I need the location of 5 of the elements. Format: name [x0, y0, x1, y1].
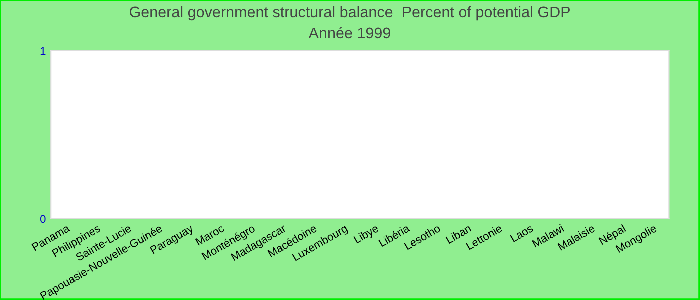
x-tick-label: Laos	[510, 224, 534, 243]
y-tick-label: 1	[40, 47, 46, 56]
chart-subtitle: Année 1999	[308, 27, 390, 39]
y-tick-label: 0	[40, 215, 46, 224]
chart-title: General government structural balance Percent of potential GDP	[130, 6, 570, 21]
